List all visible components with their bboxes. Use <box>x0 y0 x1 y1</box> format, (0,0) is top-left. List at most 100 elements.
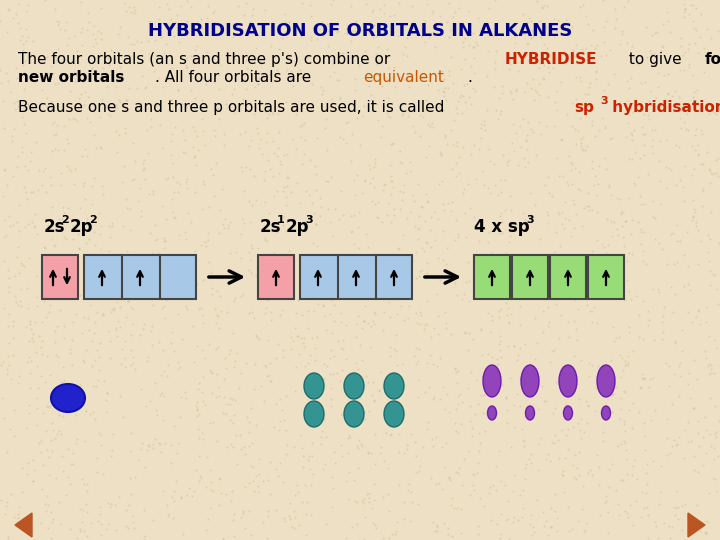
Point <box>196 311 207 320</box>
Point <box>228 531 240 540</box>
Point <box>119 337 130 346</box>
Point <box>690 3 702 12</box>
Point <box>213 114 225 123</box>
Point <box>515 321 526 329</box>
Point <box>549 404 561 413</box>
Point <box>364 407 375 416</box>
Point <box>24 408 35 417</box>
Point <box>5 375 17 383</box>
Point <box>304 351 315 360</box>
Point <box>237 167 248 176</box>
Point <box>120 522 132 531</box>
Point <box>517 435 528 444</box>
Point <box>482 308 494 317</box>
Point <box>323 177 334 185</box>
Point <box>590 68 602 76</box>
Point <box>679 162 690 171</box>
Point <box>449 278 461 287</box>
Point <box>296 0 307 8</box>
Point <box>376 82 387 91</box>
Point <box>58 467 69 475</box>
Point <box>76 24 87 33</box>
Point <box>697 433 708 442</box>
Point <box>46 518 58 526</box>
Point <box>367 317 379 326</box>
Point <box>71 46 83 55</box>
Point <box>237 73 248 82</box>
Point <box>68 32 80 40</box>
Point <box>125 428 137 437</box>
Point <box>230 396 241 405</box>
Point <box>484 145 495 153</box>
Point <box>562 51 574 59</box>
Point <box>385 140 397 149</box>
Point <box>52 145 63 154</box>
Point <box>672 503 683 511</box>
Point <box>150 220 161 229</box>
Point <box>432 254 444 263</box>
Point <box>284 515 296 523</box>
Point <box>197 114 208 123</box>
Point <box>600 497 612 506</box>
Point <box>9 124 20 133</box>
Point <box>713 239 720 247</box>
Point <box>415 110 426 119</box>
Point <box>172 86 184 94</box>
Point <box>638 110 649 118</box>
Point <box>21 187 32 196</box>
Point <box>180 235 192 244</box>
Point <box>319 312 330 321</box>
Point <box>41 352 53 360</box>
Point <box>310 386 322 395</box>
Point <box>379 180 391 188</box>
Point <box>13 269 24 278</box>
Point <box>492 229 504 238</box>
Point <box>238 94 249 103</box>
Point <box>212 343 224 352</box>
Point <box>284 333 296 341</box>
Point <box>91 468 102 477</box>
Point <box>158 233 170 242</box>
Point <box>448 140 459 149</box>
Point <box>19 162 31 171</box>
Point <box>565 166 577 175</box>
Point <box>355 341 366 349</box>
Point <box>73 94 84 103</box>
Point <box>697 185 708 194</box>
Point <box>324 103 336 111</box>
Point <box>138 165 149 174</box>
Point <box>444 25 456 34</box>
Point <box>429 43 441 51</box>
Point <box>424 122 436 131</box>
Point <box>434 354 446 362</box>
Point <box>302 266 314 274</box>
Point <box>477 409 489 417</box>
Point <box>481 260 492 268</box>
Point <box>300 362 311 370</box>
Point <box>453 469 464 477</box>
Point <box>590 44 601 52</box>
Point <box>565 157 577 166</box>
Point <box>197 435 209 443</box>
Point <box>39 0 50 4</box>
Point <box>674 143 685 151</box>
Point <box>52 45 63 53</box>
Point <box>657 43 669 51</box>
Point <box>226 90 238 98</box>
Point <box>632 218 644 226</box>
Point <box>433 180 445 189</box>
Point <box>183 208 194 217</box>
Point <box>353 244 364 252</box>
Point <box>309 383 320 392</box>
Point <box>680 48 691 57</box>
Point <box>176 99 187 108</box>
Point <box>27 187 38 196</box>
Point <box>243 308 255 317</box>
Point <box>80 436 91 445</box>
Point <box>415 202 427 211</box>
Point <box>290 362 302 371</box>
Point <box>511 389 523 398</box>
Point <box>157 416 168 424</box>
Point <box>690 125 701 133</box>
Point <box>618 241 630 250</box>
